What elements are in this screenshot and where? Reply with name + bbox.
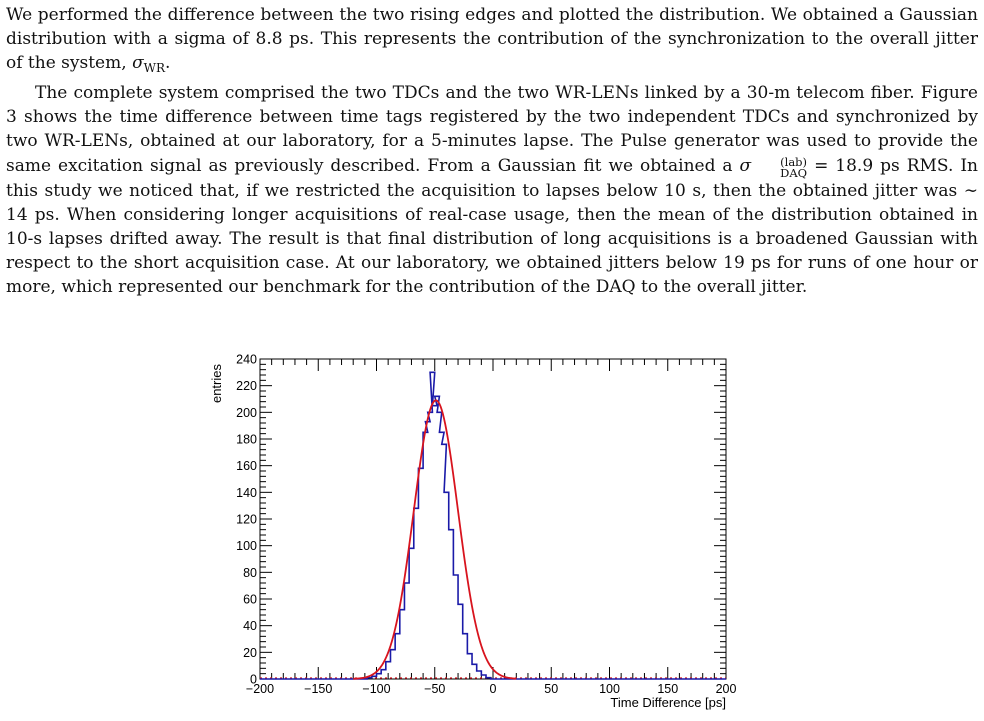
plot-frame [259, 358, 727, 680]
y-tick-label: 140 [236, 486, 257, 500]
y-tick-label: 0 [250, 673, 257, 687]
sigma-daq-subscript: DAQ [780, 165, 808, 180]
paragraph-complete-system: The complete system comprised the two TD… [6, 81, 978, 300]
y-tick-label: 100 [236, 539, 257, 553]
paragraph-1-text: We performed the difference between the … [6, 5, 978, 74]
y-tick-label: 200 [236, 406, 257, 420]
sigma-symbol: σ [132, 53, 144, 74]
histogram-series [260, 371, 726, 680]
y-tick-label: 120 [236, 513, 257, 527]
x-tick-label: 150 [657, 682, 678, 696]
y-tick-label: 220 [236, 379, 257, 393]
paragraph-synchronization: We performed the difference between the … [6, 3, 978, 81]
x-tick-label: −150 [304, 682, 332, 696]
x-tick-label: 100 [599, 682, 620, 696]
x-tick-label: 0 [490, 682, 497, 696]
x-tick-label: 200 [716, 682, 737, 696]
y-tick-label: 40 [243, 619, 257, 633]
histogram-chart: −200 −150 −100 −50 0 50 100 150 200 0 20 40 60 80 100 1… [209, 353, 736, 711]
y-tick-label: 240 [236, 353, 257, 367]
y-tick-label: 20 [243, 646, 257, 660]
chart-axes: −200 −150 −100 −50 0 50 100 150 200 0 20 40 60 80 100 1… [236, 353, 736, 697]
y-tick-label: 60 [243, 593, 257, 607]
y-tick-label: 80 [243, 566, 257, 580]
sigma-daq-indices: (lab) DAQ [751, 154, 808, 180]
paragraph-2-part-1: The complete system comprised the two TD… [6, 83, 978, 176]
y-tick-label: 160 [236, 459, 257, 473]
sigma-daq-superscript: (lab) [780, 154, 808, 169]
x-tick-label: −50 [424, 682, 445, 696]
x-tick-label: −100 [362, 682, 390, 696]
x-axis-label: Time Difference [ps] [610, 695, 726, 710]
sigma-subscript-wr: WR [143, 61, 166, 76]
x-tick-label: 50 [544, 682, 558, 696]
paragraph-2-part-2: = 18.9 ps RMS. In this study we noticed … [6, 155, 978, 298]
y-axis-label: entries [209, 364, 224, 404]
paragraph-1-end: . [165, 53, 171, 74]
sigma-daq-symbol: σ [739, 155, 752, 176]
y-tick-label: 180 [236, 433, 257, 447]
gaussian-fit-curve [353, 399, 517, 680]
x-tick-label: −200 [246, 682, 274, 696]
figure-3: −200 −150 −100 −50 0 50 100 150 200 0 20 40 60 80 100 1… [200, 350, 760, 716]
